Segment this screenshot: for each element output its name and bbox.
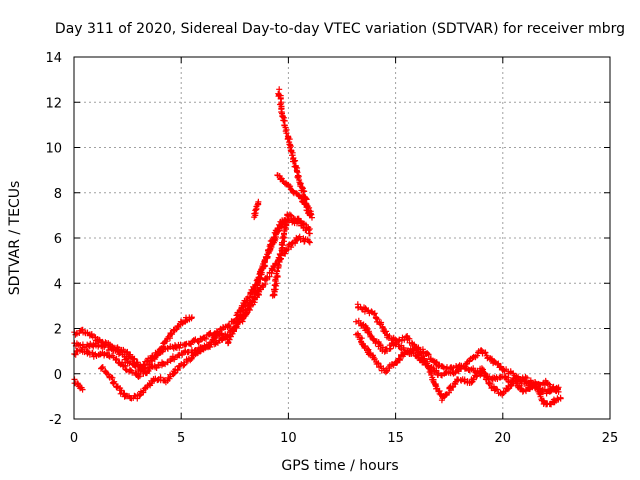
y-tick-label: 8	[54, 187, 62, 202]
data-markers	[269, 221, 290, 299]
x-tick-label: 15	[387, 431, 404, 446]
x-axis-label: GPS time / hours	[281, 458, 398, 474]
y-tick-label: 4	[54, 277, 62, 292]
y-tick-label: 10	[45, 142, 62, 157]
y-tick-label: -2	[49, 413, 62, 428]
series-track-l	[353, 330, 564, 408]
y-tick-label: 0	[54, 368, 62, 383]
data-markers	[251, 198, 262, 221]
chart-title: Day 311 of 2020, Sidereal Day-to-day VTE…	[55, 21, 625, 37]
x-tick-label: 0	[70, 431, 78, 446]
x-tick-label: 10	[280, 431, 297, 446]
x-tick-label: 25	[602, 431, 619, 446]
y-tick-label: 2	[54, 323, 62, 338]
y-tick-label: 14	[45, 51, 62, 66]
y-tick-label: 6	[54, 232, 62, 247]
data-markers	[275, 86, 315, 221]
series-track-g	[269, 221, 290, 299]
series-track-i	[275, 86, 315, 221]
x-tick-label: 5	[177, 431, 185, 446]
grid-lines	[74, 57, 610, 419]
x-tick-label: 20	[495, 431, 512, 446]
axis-ticks: 0 5 10 15 20 25 -2 0 2 4 6 8 10 12 14	[45, 51, 618, 446]
data-markers	[98, 211, 313, 402]
y-axis-label: SDTVAR / TECUs	[7, 181, 23, 296]
y-tick-label: 12	[45, 96, 62, 111]
series-track-f	[251, 198, 262, 221]
series-track-d	[98, 211, 313, 402]
data-markers	[353, 330, 564, 408]
